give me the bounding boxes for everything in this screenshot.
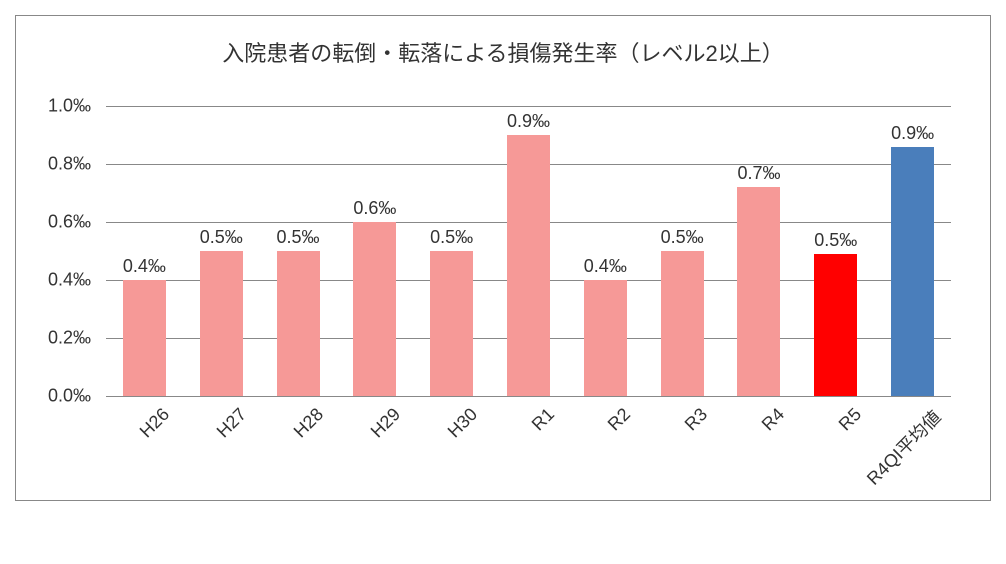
bar bbox=[584, 280, 627, 396]
bar-value-label: 0.9‰ bbox=[853, 123, 973, 144]
bar-value-label: 0.9‰ bbox=[469, 111, 589, 132]
x-tick-label: R3 bbox=[556, 404, 712, 560]
y-tick-label: 1.0‰ bbox=[11, 96, 91, 117]
bar bbox=[661, 251, 704, 396]
x-tick-label: H30 bbox=[325, 404, 481, 560]
chart-frame: 入院患者の転倒・転落による損傷発生率（レベル2以上） 0.0‰0.2‰0.4‰0… bbox=[15, 15, 991, 501]
bar bbox=[123, 280, 166, 396]
x-tick-label: H29 bbox=[248, 404, 404, 560]
y-tick-label: 0.6‰ bbox=[11, 212, 91, 233]
bar bbox=[430, 251, 473, 396]
y-tick-label: 0.0‰ bbox=[11, 386, 91, 407]
x-tick-label: R2 bbox=[479, 404, 635, 560]
bar-value-label: 0.5‰ bbox=[392, 227, 512, 248]
bar bbox=[353, 222, 396, 396]
chart-title: 入院患者の転倒・転落による損傷発生率（レベル2以上） bbox=[16, 36, 990, 68]
bar-value-label: 0.7‰ bbox=[699, 163, 819, 184]
x-tick-label: H27 bbox=[95, 404, 251, 560]
grid-line bbox=[106, 106, 951, 107]
x-tick-label: R5 bbox=[709, 404, 865, 560]
bar bbox=[814, 254, 857, 396]
bar-value-label: 0.5‰ bbox=[622, 227, 742, 248]
x-tick-label: H26 bbox=[18, 404, 174, 560]
y-tick-label: 0.4‰ bbox=[11, 270, 91, 291]
bar-value-label: 0.5‰ bbox=[776, 230, 896, 251]
x-tick-label: R1 bbox=[402, 404, 558, 560]
bar bbox=[737, 187, 780, 396]
y-tick-label: 0.8‰ bbox=[11, 154, 91, 175]
plot-area: 0.0‰0.2‰0.4‰0.6‰0.8‰1.0‰0.4‰H260.5‰H270.… bbox=[106, 106, 951, 397]
bar-value-label: 0.4‰ bbox=[84, 256, 204, 277]
bar bbox=[200, 251, 243, 396]
bar-value-label: 0.5‰ bbox=[238, 227, 358, 248]
x-tick-label: R4QI平均値 bbox=[786, 404, 946, 564]
bar-value-label: 0.6‰ bbox=[315, 198, 435, 219]
bar bbox=[891, 147, 934, 396]
x-tick-label: R4 bbox=[633, 404, 789, 560]
bar-value-label: 0.4‰ bbox=[545, 256, 665, 277]
x-tick-label: H28 bbox=[172, 404, 328, 560]
bar bbox=[507, 135, 550, 396]
y-tick-label: 0.2‰ bbox=[11, 328, 91, 349]
bar bbox=[277, 251, 320, 396]
